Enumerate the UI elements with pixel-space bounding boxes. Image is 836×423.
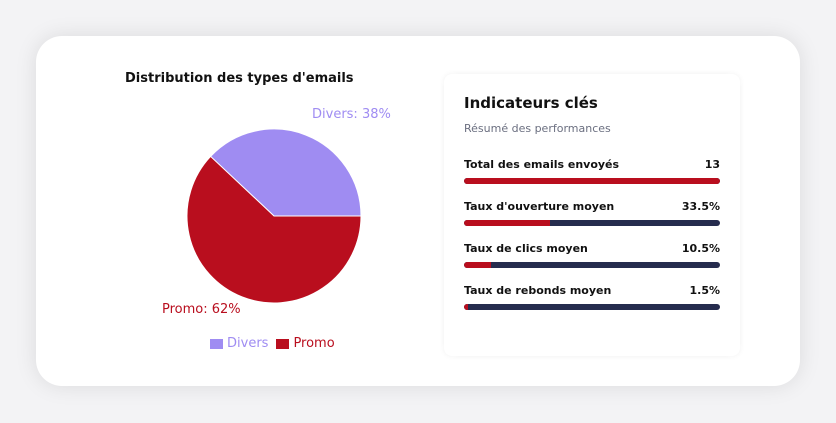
pie-slice-divers[interactable]: [209, 128, 362, 217]
legend-label-promo: Promo: [293, 336, 335, 351]
metric-progress-fill: [464, 304, 468, 310]
metric-label: Total des emails envoyés: [464, 158, 620, 171]
metric-value: 10.5%: [681, 242, 720, 255]
metric-progress-track: [464, 262, 720, 268]
legend-item-promo[interactable]: Promo: [276, 336, 335, 351]
kpi-subtitle: Résumé des performances: [464, 122, 611, 135]
legend-swatch-divers: [210, 338, 223, 349]
pie-slice-promo[interactable]: [186, 155, 362, 304]
metric-progress-fill: [464, 262, 491, 268]
chart-legend: Divers Promo: [210, 336, 335, 351]
metric-progress-track: [464, 178, 720, 184]
metric-progress-fill: [464, 220, 550, 226]
metric-progress-fill: [464, 178, 720, 184]
metric-bounce-rate: Taux de rebonds moyen 1.5%: [464, 284, 720, 310]
legend-item-divers[interactable]: Divers: [210, 336, 268, 351]
chart-title: Distribution des types d'emails: [125, 71, 354, 86]
metric-label: Taux de rebonds moyen: [464, 284, 612, 297]
metric-click-rate: Taux de clics moyen 10.5%: [464, 242, 720, 268]
metric-progress-track: [464, 304, 720, 310]
kpi-title: Indicateurs clés: [464, 94, 598, 112]
dashboard-card: Distribution des types d'emails Divers: …: [36, 36, 800, 386]
legend-swatch-promo: [276, 338, 290, 349]
metric-value: 13: [704, 158, 720, 171]
pie-label-divers: Divers: 38%: [312, 107, 391, 122]
pie-chart-panel: Distribution des types d'emails Divers: …: [36, 36, 436, 386]
metric-value: 1.5%: [689, 284, 720, 297]
legend-label-divers: Divers: [227, 336, 269, 351]
metric-progress-track: [464, 220, 720, 226]
metric-total-emails: Total des emails envoyés 13: [464, 158, 720, 184]
metric-label: Taux d'ouverture moyen: [464, 200, 615, 213]
key-indicators-panel: Indicateurs clés Résumé des performances…: [444, 74, 740, 356]
metric-value: 33.5%: [681, 200, 720, 213]
metric-open-rate: Taux d'ouverture moyen 33.5%: [464, 200, 720, 226]
metric-label: Taux de clics moyen: [464, 242, 588, 255]
pie-label-promo: Promo: 62%: [162, 302, 241, 317]
pie-chart: Divers: 38% Promo: 62%: [162, 107, 391, 317]
